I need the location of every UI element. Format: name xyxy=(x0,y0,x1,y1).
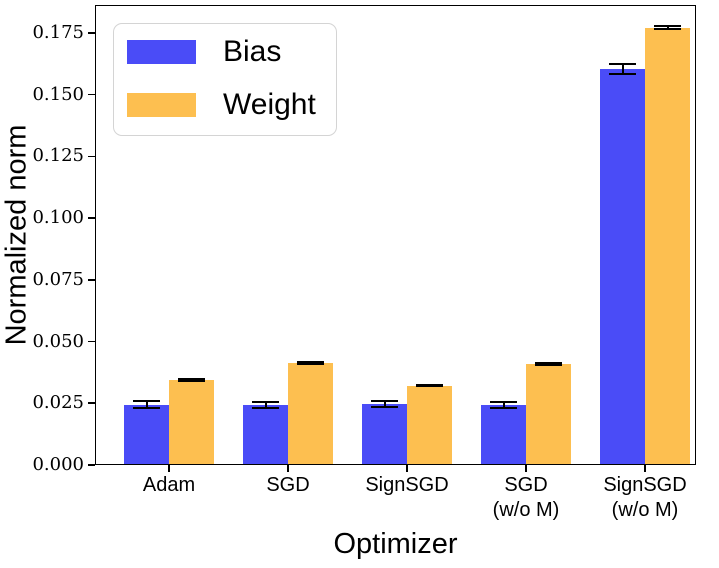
bar-weight-signsgd-w-o-m xyxy=(645,28,690,465)
x-tick-label-signsgd-w-o-m: SignSGD (w/o M) xyxy=(575,473,715,523)
x-tick-mark xyxy=(406,465,408,472)
y-tick-mark xyxy=(88,155,95,158)
error-bar-cap xyxy=(490,407,517,410)
error-bar-cap xyxy=(133,400,160,403)
error-bar-cap xyxy=(609,62,636,65)
x-tick-label-signsgd: SignSGD xyxy=(337,473,477,498)
bar-weight-sgd xyxy=(288,362,333,465)
error-bar-cap xyxy=(252,400,279,403)
y-tick-label: 0.075 xyxy=(32,268,84,290)
error-bar-cap xyxy=(133,407,160,410)
error-bar-stem xyxy=(502,401,505,409)
y-tick-label: 0.050 xyxy=(32,330,84,352)
error-bar-stem xyxy=(264,401,267,408)
bar-weight-signsgd xyxy=(407,385,452,465)
x-tick-mark xyxy=(287,465,289,472)
y-tick-mark xyxy=(88,32,95,34)
x-tick-label-line: SGD xyxy=(266,474,310,496)
x-tick-label-line: (w/o M) xyxy=(492,499,560,521)
y-tick-mark xyxy=(88,464,95,466)
error-bar-cap xyxy=(178,380,205,383)
legend-item-bias: Bias xyxy=(127,37,336,67)
y-tick-label: 0.000 xyxy=(32,454,84,475)
error-bar-cap xyxy=(297,361,324,364)
error-bar-cap xyxy=(371,405,398,408)
x-tick-label-adam: Adam xyxy=(99,473,239,498)
error-bar-cap xyxy=(178,378,205,381)
error-bar-stem xyxy=(621,63,624,74)
x-tick-label-line: Adam xyxy=(142,474,196,496)
y-tick-label: 0.125 xyxy=(32,145,84,167)
error-bar-cap xyxy=(654,28,681,31)
error-bar-stem xyxy=(145,401,148,409)
legend-item-weight: Weight xyxy=(127,90,336,120)
x-tick-label-sgd-w-o-m: SGD (w/o M) xyxy=(456,473,596,523)
error-bar-cap xyxy=(416,385,443,388)
y-tick-mark xyxy=(88,402,95,405)
y-tick-label: 0.100 xyxy=(32,207,84,229)
error-bar-cap xyxy=(252,406,279,409)
bar-bias-signsgd-w-o-m xyxy=(600,68,645,465)
x-tick-label-line: SignSGD xyxy=(365,474,449,496)
error-bar-cap xyxy=(416,384,443,386)
x-tick-mark xyxy=(168,465,170,472)
x-tick-mark xyxy=(644,465,646,472)
y-tick-label: 0.150 xyxy=(32,83,84,105)
legend: Bias Weight xyxy=(113,23,337,136)
error-bar-cap xyxy=(371,399,398,402)
x-tick-mark xyxy=(525,465,527,472)
bar-weight-adam xyxy=(169,380,214,465)
bar-bias-sgd-w-o-m xyxy=(481,405,526,465)
y-tick-label: 0.175 xyxy=(32,21,84,43)
y-tick-label: 0.025 xyxy=(32,392,84,414)
bar-weight-sgd-w-o-m xyxy=(526,363,571,465)
x-tick-label-line: SGD xyxy=(504,474,548,496)
x-tick-label-sgd: SGD xyxy=(218,473,358,498)
error-bar-cap xyxy=(535,361,562,364)
error-bar-stem xyxy=(383,400,386,407)
legend-label-bias: Bias xyxy=(223,35,282,68)
error-bar-stem xyxy=(666,26,669,30)
error-bar-cap xyxy=(609,72,636,75)
bar-bias-sgd xyxy=(243,404,288,465)
error-bar-cap xyxy=(297,362,324,365)
x-tick-label-line: (w/o M) xyxy=(611,499,679,521)
error-bar-cap xyxy=(490,400,517,403)
plot-area: Bias Weight xyxy=(88,5,696,472)
bar-bias-adam xyxy=(124,404,169,465)
error-bar-cap xyxy=(535,363,562,366)
error-bar-cap xyxy=(654,25,681,28)
bar-bias-signsgd xyxy=(362,403,407,465)
y-tick-mark xyxy=(88,340,95,343)
y-tick-mark xyxy=(88,279,95,281)
legend-swatch-weight xyxy=(127,93,196,117)
legend-swatch-bias xyxy=(127,40,196,64)
y-tick-mark xyxy=(88,217,95,219)
x-axis-title: Optimizer xyxy=(333,528,458,560)
x-tick-label-line: SignSGD xyxy=(603,474,687,496)
y-tick-mark xyxy=(88,93,95,96)
legend-label-weight: Weight xyxy=(223,88,316,121)
